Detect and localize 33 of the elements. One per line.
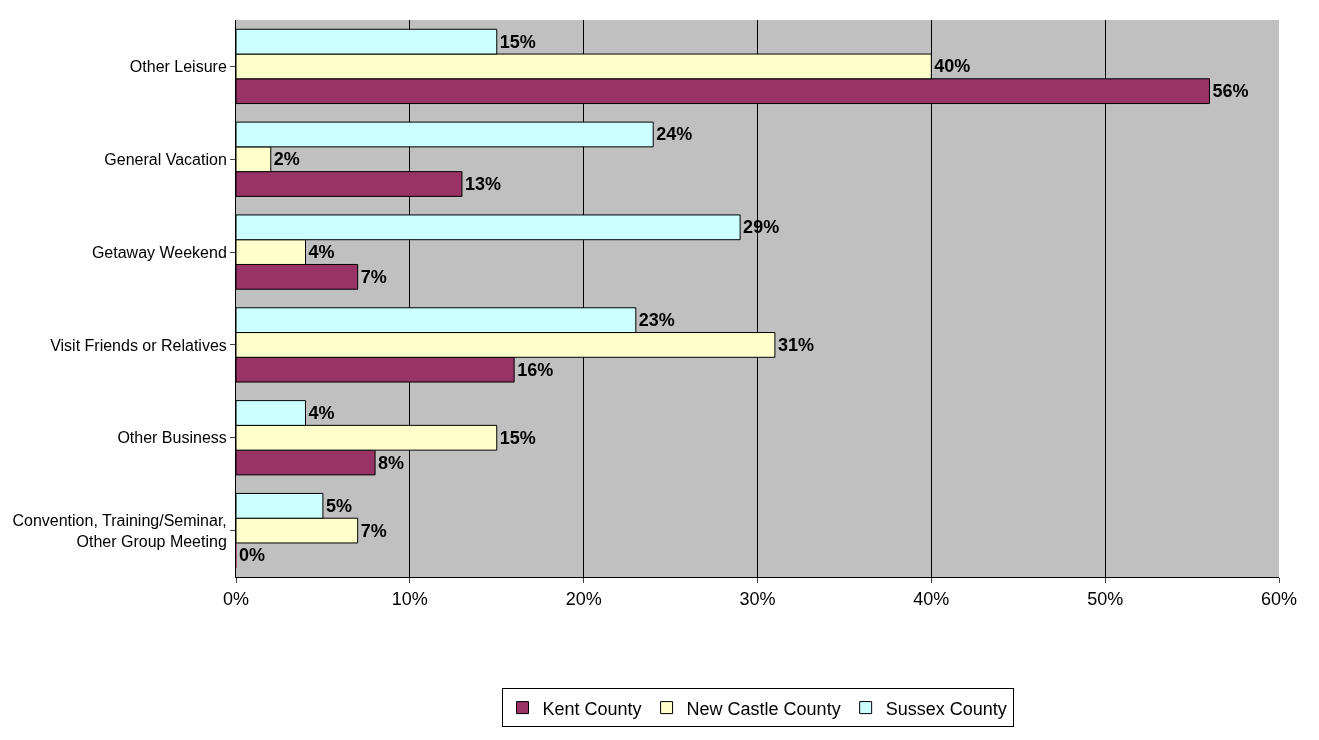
legend-label: Sussex County — [885, 698, 1007, 719]
data-label: 4% — [308, 242, 335, 263]
data-label: 5% — [325, 495, 352, 516]
data-label: 8% — [378, 452, 405, 473]
x-tick-label: 10% — [391, 588, 428, 609]
x-tick-label: 50% — [1087, 588, 1124, 609]
data-label: 0% — [239, 545, 266, 566]
x-tick-label: 20% — [565, 588, 602, 609]
data-label: 16% — [517, 359, 554, 380]
data-label: 2% — [273, 149, 300, 170]
data-label: 7% — [360, 266, 387, 287]
data-label: 13% — [464, 174, 502, 195]
x-tick-label: 30% — [739, 588, 776, 609]
data-label: 7% — [360, 520, 387, 541]
x-tick-label: 60% — [1260, 588, 1298, 609]
y-tick-label: Convention, Training/Seminar, Other Group Meeting — [12, 511, 227, 550]
data-label: 40% — [934, 56, 971, 77]
y-tick-label: Getaway Weekend — [91, 243, 227, 261]
y-tick-label: Other Business — [117, 429, 227, 447]
data-label: 56% — [1212, 81, 1249, 102]
data-label: 31% — [777, 334, 814, 355]
legend-label: Kent County — [542, 698, 642, 719]
x-tick-label: 40% — [913, 588, 950, 609]
x-tick-label: 0% — [222, 588, 250, 609]
data-label: 23% — [638, 310, 675, 331]
y-tick-label: Other Leisure — [129, 58, 227, 76]
data-label: 4% — [308, 402, 335, 423]
y-tick-label: Visit Friends or Relatives — [50, 336, 227, 354]
data-label: 24% — [656, 124, 693, 145]
data-label: 15% — [499, 427, 536, 448]
y-tick-label: General Vacation — [104, 150, 227, 168]
legend-label: New Castle County — [686, 698, 841, 719]
data-label: 15% — [499, 31, 536, 52]
